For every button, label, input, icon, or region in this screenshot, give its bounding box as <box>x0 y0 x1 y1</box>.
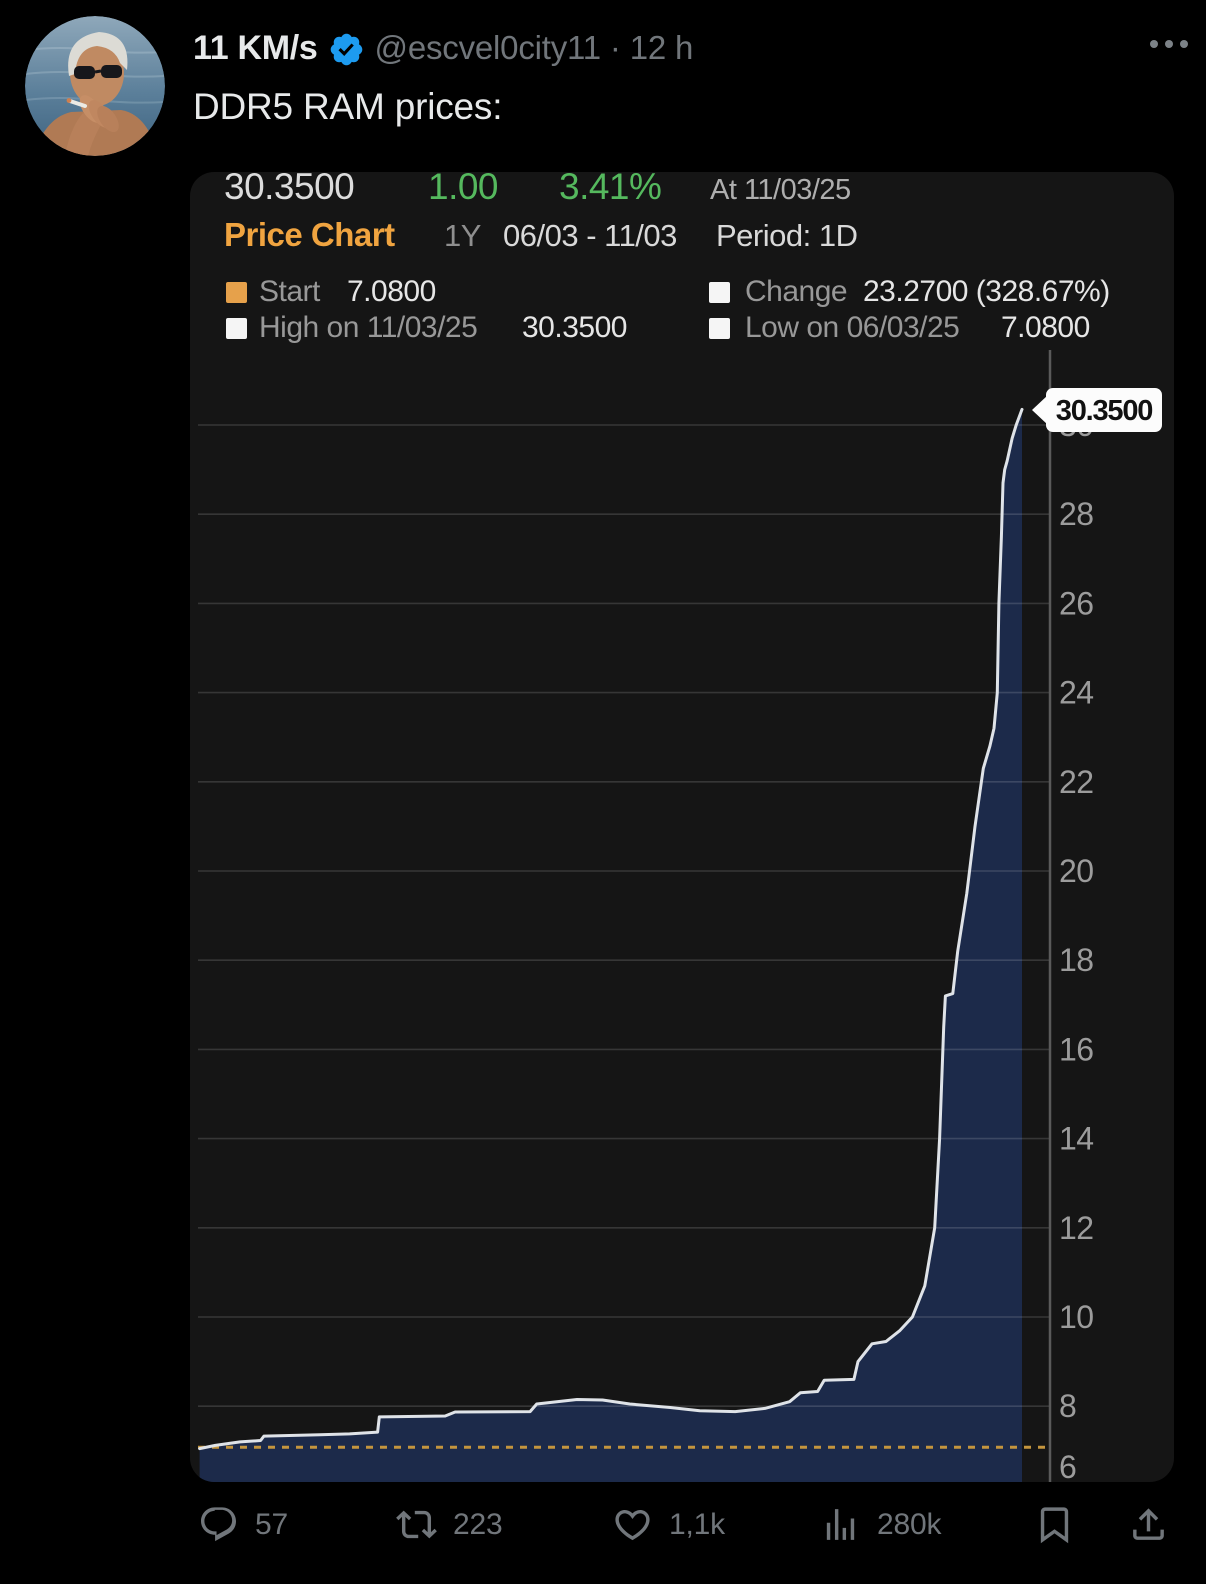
views-button[interactable]: 280k <box>820 1504 941 1545</box>
tweet-text: DDR5 RAM prices: <box>193 86 503 127</box>
share-icon <box>1133 1508 1164 1540</box>
chart-date-range: 06/03 - 11/03 <box>503 218 677 253</box>
svg-text:10: 10 <box>1059 1299 1094 1335</box>
like-button[interactable]: 1,1k <box>612 1504 725 1545</box>
author-meta[interactable]: @escvel0city11 · 12 h <box>375 29 694 67</box>
quote-change-pct: 3.41% <box>559 172 662 207</box>
view-count: 280k <box>877 1507 942 1541</box>
svg-text:6: 6 <box>1059 1449 1076 1482</box>
svg-text:8: 8 <box>1059 1388 1076 1424</box>
like-icon <box>615 1509 650 1541</box>
legend-low-value: 7.0800 <box>1001 311 1090 344</box>
views-icon <box>826 1509 855 1540</box>
author-handle[interactable]: @escvel0city11 <box>374 29 602 66</box>
share-button[interactable] <box>1128 1504 1169 1545</box>
svg-text:20: 20 <box>1059 853 1094 889</box>
bookmark-icon <box>1040 1507 1069 1544</box>
chart-title: Price Chart <box>224 216 395 253</box>
legend-swatch-start <box>226 282 247 303</box>
price-area-chart: 68101214161820222426283030.3500 <box>198 350 1162 1482</box>
legend-start-label: Start <box>259 275 320 308</box>
tweet-header: 11 KM/s @escvel0city11 · 12 h <box>193 26 693 70</box>
svg-text:12: 12 <box>1059 1210 1094 1246</box>
like-count: 1,1k <box>669 1507 725 1541</box>
svg-text:18: 18 <box>1059 942 1094 978</box>
bookmark-button[interactable] <box>1034 1504 1075 1545</box>
quote-change: 1.00 <box>428 172 499 207</box>
author-name[interactable]: 11 KM/s <box>193 28 318 67</box>
legend-change-label: Change <box>745 275 848 308</box>
reply-count: 57 <box>255 1507 288 1541</box>
svg-text:30.3500: 30.3500 <box>1056 395 1152 427</box>
more-button[interactable] <box>1150 40 1188 48</box>
avatar-photo <box>25 16 165 156</box>
ellipsis-icon <box>1150 40 1158 48</box>
legend-low-label: Low on 06/03/25 <box>745 311 960 344</box>
svg-text:24: 24 <box>1059 675 1094 711</box>
chart-period: Period: 1D <box>716 218 858 253</box>
repost-count: 223 <box>453 1507 503 1541</box>
meta-separator: · <box>609 29 621 66</box>
timestamp: 12 h <box>629 29 694 66</box>
chart-media-card[interactable]: 30.3500 1.00 3.41% At 11/03/25 Price Cha… <box>190 172 1174 1482</box>
quote-last-price: 30.3500 <box>224 172 355 207</box>
legend-swatch-low <box>709 318 730 339</box>
reply-button[interactable]: 57 <box>198 1504 288 1545</box>
svg-text:14: 14 <box>1059 1121 1094 1157</box>
svg-text:28: 28 <box>1059 496 1094 532</box>
reply-icon <box>200 1507 237 1542</box>
repost-button[interactable]: 223 <box>396 1504 503 1545</box>
legend-swatch-change <box>709 282 730 303</box>
avatar[interactable] <box>25 16 165 156</box>
verified-badge-icon <box>330 33 362 65</box>
legend-high-value: 30.3500 <box>522 311 627 344</box>
legend-start-value: 7.0800 <box>347 275 436 308</box>
svg-text:26: 26 <box>1059 585 1094 621</box>
quote-as-of: At 11/03/25 <box>710 174 851 206</box>
svg-text:16: 16 <box>1059 1031 1094 1067</box>
legend-high-label: High on 11/03/25 <box>259 311 478 344</box>
svg-text:22: 22 <box>1059 764 1094 800</box>
legend-swatch-high <box>226 318 247 339</box>
repost-icon <box>396 1510 437 1539</box>
legend-change-value: 23.2700 (328.67%) <box>863 275 1110 308</box>
chart-range: 1Y <box>444 218 481 253</box>
